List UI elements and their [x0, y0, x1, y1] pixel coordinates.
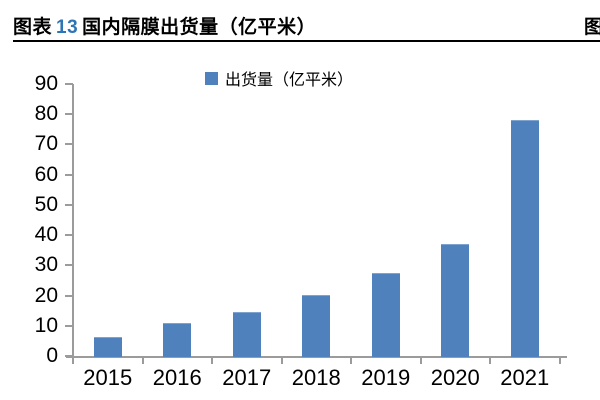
bar-2017 [232, 312, 261, 357]
y-axis-tick-label: 20 [34, 283, 58, 307]
x-axis-line [66, 356, 567, 358]
bar-2015 [93, 336, 122, 357]
title-underline [13, 40, 600, 42]
y-axis-tick [65, 355, 73, 357]
y-axis-tick-label: 80 [34, 102, 58, 126]
bar-2016 [163, 323, 192, 357]
x-axis-label-2015: 2015 [83, 365, 133, 390]
x-axis-tick [280, 356, 283, 364]
figure-title-text: 国内隔膜出货量（亿平米） [82, 17, 317, 38]
y-axis-tick [65, 83, 73, 85]
y-axis-tick [65, 203, 73, 206]
x-axis-label-2021: 2021 [500, 365, 550, 390]
figure-number: 13 [56, 17, 79, 38]
y-axis-tick [65, 294, 73, 297]
y-axis-tick [65, 324, 73, 327]
x-axis-tick [211, 356, 213, 364]
x-axis-tick [558, 356, 561, 364]
y-axis-tick-label: 90 [34, 72, 58, 95]
y-axis-tick-label: 60 [34, 162, 58, 186]
y-axis-tick [65, 264, 73, 267]
y-axis-tick-label: 0 [46, 344, 58, 367]
y-axis-tick-label: 70 [34, 132, 58, 156]
y-axis-tick-label: 10 [34, 313, 58, 337]
y-axis-tick [65, 234, 73, 237]
bar-2019 [371, 273, 400, 357]
legend-label: 出货量（亿平米） [225, 72, 354, 89]
legend-marker-icon [205, 71, 218, 85]
y-axis-tick-label: 50 [34, 192, 58, 216]
x-axis-tick [72, 356, 74, 364]
bar-2018 [302, 294, 331, 357]
next-figure-title-partial: 图 [584, 17, 600, 38]
x-axis-label-2019: 2019 [361, 365, 411, 390]
y-axis-tick [65, 143, 73, 146]
x-axis-tick [419, 356, 422, 364]
y-axis-line [72, 84, 74, 358]
x-axis-label-2017: 2017 [222, 365, 272, 390]
figure-label: 图表 [13, 17, 53, 38]
y-axis-tick-label: 30 [34, 253, 58, 277]
bar-2021 [510, 120, 539, 357]
figure-title: 图表 13 国内隔膜出货量（亿平米） [13, 12, 316, 39]
chart-legend: 出货量（亿平米） [205, 66, 353, 90]
x-axis-tick [350, 356, 352, 364]
x-axis-tick [141, 356, 144, 364]
x-axis-tick [489, 356, 491, 364]
x-axis-label-2020: 2020 [430, 365, 480, 390]
y-axis-tick [65, 113, 73, 116]
y-axis-tick [65, 173, 73, 176]
x-axis-label-2016: 2016 [152, 365, 202, 390]
x-axis-label-2018: 2018 [291, 365, 341, 390]
bar-2020 [441, 243, 470, 357]
y-axis-tick-label: 40 [34, 223, 58, 247]
